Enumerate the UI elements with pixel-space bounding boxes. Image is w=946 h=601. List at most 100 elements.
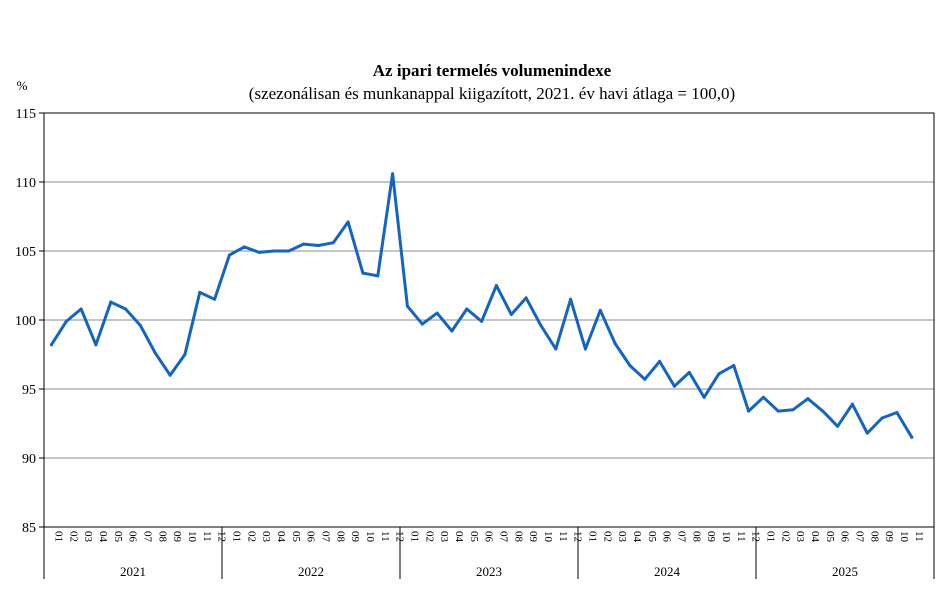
data-point [509, 312, 513, 316]
x-tick-label-month: 02 [601, 531, 613, 542]
x-tick-label-month: 09 [171, 531, 183, 543]
data-point [346, 220, 350, 224]
x-tick-label-month: 10 [364, 531, 376, 543]
data-point [242, 245, 246, 249]
data-point [227, 253, 231, 257]
data-point [450, 329, 454, 333]
data-point [717, 372, 721, 376]
data-point [420, 322, 424, 326]
data-point [302, 242, 306, 246]
x-tick-label-month: 04 [631, 531, 643, 543]
x-tick-label-month: 06 [839, 531, 851, 543]
x-tick-label-month: 01 [764, 531, 776, 542]
data-point [865, 431, 869, 435]
data-point [554, 347, 558, 351]
data-point [613, 341, 617, 345]
x-tick-label-month: 07 [853, 531, 865, 543]
x-tick-label-month: 01 [586, 531, 598, 542]
x-year-label: 2021 [120, 564, 146, 579]
data-point [732, 364, 736, 368]
data-point [598, 308, 602, 312]
data-point [213, 297, 217, 301]
data-point [791, 408, 795, 412]
data-point [405, 304, 409, 308]
x-tick-label-month: 02 [245, 531, 257, 542]
x-tick-label-month: 03 [82, 531, 94, 543]
x-tick-label-month: 04 [97, 531, 109, 543]
data-point [64, 319, 68, 323]
chart-subtitle: (szezonálisan és munkanappal kiigazított… [249, 84, 735, 103]
data-point [806, 397, 810, 401]
data-point [643, 377, 647, 381]
x-tick-label-month: 02 [779, 531, 791, 542]
x-tick-label-month: 03 [616, 531, 628, 543]
x-year-label: 2022 [298, 564, 324, 579]
x-year-label: 2023 [476, 564, 502, 579]
data-point [435, 311, 439, 315]
data-point [895, 410, 899, 414]
data-point [702, 395, 706, 399]
data-point [836, 424, 840, 428]
data-point [391, 172, 395, 176]
y-tick-label: 115 [16, 107, 36, 122]
x-tick-label-month: 08 [512, 531, 524, 543]
x-tick-label-month: 10 [720, 531, 732, 543]
x-axis: 0102030405060708091011120102030405060708… [43, 527, 935, 579]
data-point [198, 290, 202, 294]
x-tick-label-month: 11 [913, 531, 925, 542]
y-axis-unit: % [17, 78, 28, 93]
x-tick-label-month: 01 [52, 531, 64, 542]
data-point [524, 296, 528, 300]
x-tick-label-month: 11 [201, 531, 213, 542]
x-tick-label-month: 06 [661, 531, 673, 543]
data-point [672, 384, 676, 388]
x-tick-label-month: 01 [230, 531, 242, 542]
x-tick-label-month: 07 [497, 531, 509, 543]
data-point [850, 402, 854, 406]
x-tick-label-month: 11 [557, 531, 569, 542]
x-tick-label-month: 03 [794, 531, 806, 543]
y-tick-label: 100 [15, 314, 36, 329]
x-tick-label-month: 08 [334, 531, 346, 543]
data-point [331, 241, 335, 245]
data-point [583, 347, 587, 351]
y-axis: 85 90 95 100 105 110 115 [15, 107, 44, 536]
data-point [465, 307, 469, 311]
x-tick-label-month: 04 [275, 531, 287, 543]
x-tick-label-month: 09 [527, 531, 539, 543]
x-tick-label-month: 11 [735, 531, 747, 542]
data-point [183, 353, 187, 356]
x-tick-label-month: 05 [290, 531, 302, 543]
data-point [821, 409, 825, 413]
series-layer [49, 172, 914, 439]
data-point [747, 409, 751, 413]
x-tick-label-month: 01 [408, 531, 420, 542]
x-tick-label-month: 08 [690, 531, 702, 543]
data-point [94, 343, 98, 347]
data-point [539, 324, 543, 328]
x-tick-label-month: 10 [898, 531, 910, 543]
x-year-label: 2024 [654, 564, 681, 579]
x-tick-label-month: 08 [156, 531, 168, 543]
gridlines [44, 181, 934, 459]
data-point [138, 324, 142, 328]
data-point [376, 274, 380, 278]
data-point [494, 284, 498, 287]
data-point [153, 351, 157, 355]
x-tick-label-month: 07 [319, 531, 331, 543]
data-point [569, 297, 573, 301]
y-tick-label: 95 [22, 383, 36, 398]
data-point [316, 243, 320, 247]
data-point [79, 307, 83, 311]
data-point [658, 359, 662, 363]
data-point [628, 364, 632, 368]
series-line [49, 172, 914, 439]
x-tick-label-month: 05 [112, 531, 124, 543]
x-tick-label-month: 09 [883, 531, 895, 543]
x-tick-label-month: 04 [809, 531, 821, 543]
x-tick-label-month: 08 [868, 531, 880, 543]
x-tick-label-month: 06 [305, 531, 317, 543]
x-tick-label-month: 03 [260, 531, 272, 543]
data-point [480, 319, 484, 323]
